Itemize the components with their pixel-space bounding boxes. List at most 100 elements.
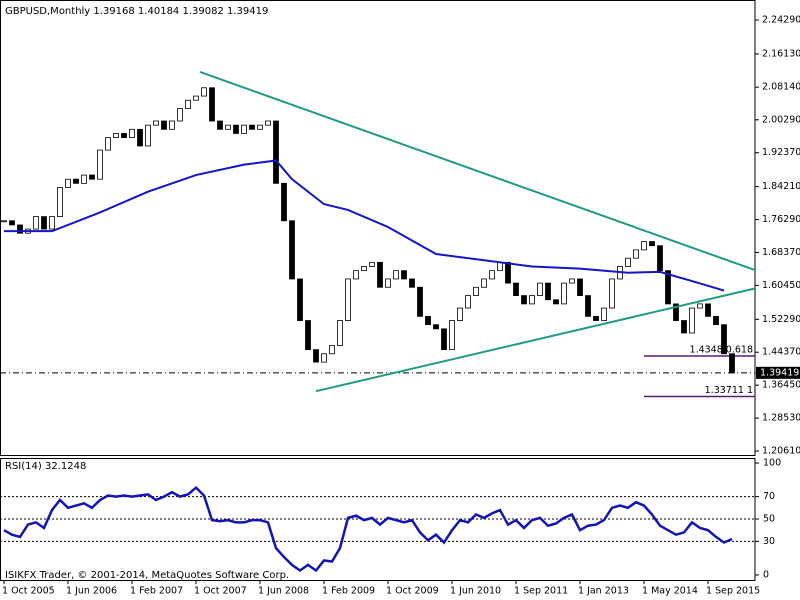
y-tick-label: 1.68370 [762, 247, 800, 258]
candle [713, 315, 719, 326]
x-tick-label: 1 Feb 2007 [130, 586, 183, 597]
candle [49, 216, 55, 230]
y-tick-label: 2.08140 [762, 82, 800, 93]
candle [97, 149, 103, 180]
candle [481, 278, 487, 288]
candle [81, 174, 87, 184]
candle [337, 320, 343, 346]
candle [657, 245, 663, 272]
x-tick-label: 1 Feb 2009 [322, 586, 375, 597]
candle [721, 324, 727, 355]
candle [41, 216, 47, 230]
candle [73, 178, 79, 184]
candle [513, 282, 519, 296]
y-tick-label: 1.92370 [762, 147, 800, 158]
copyright: ISIKFX Trader, © 2001-2014, MetaQuotes S… [5, 570, 289, 581]
candle [729, 353, 735, 374]
candle [241, 124, 247, 134]
candle [433, 324, 439, 330]
x-tick-label: 1 Sep 2011 [514, 586, 568, 597]
candle [457, 307, 463, 321]
candle [233, 124, 239, 134]
candle [353, 270, 359, 280]
candle [609, 278, 615, 309]
candle [249, 124, 255, 130]
candle [705, 303, 711, 317]
candle [329, 345, 335, 355]
candle [289, 220, 295, 280]
candle [281, 182, 287, 222]
y-tick-label: 30 [763, 536, 775, 547]
candle [305, 320, 311, 351]
rsi-title: RSI(14) 32.1248 [5, 461, 86, 472]
current-price-box [756, 366, 800, 379]
candle [369, 261, 375, 267]
candle [153, 120, 159, 126]
x-tick-label: 1 Oct 2007 [194, 586, 247, 597]
x-tick-label: 1 Jun 2006 [66, 586, 117, 597]
candle [625, 257, 631, 267]
candle [121, 133, 127, 139]
candle [257, 124, 263, 130]
candle [345, 278, 351, 321]
candle [417, 286, 423, 317]
y-tick-label: 1.20610 [762, 446, 800, 457]
candle [129, 128, 135, 139]
candle [689, 307, 695, 334]
y-tick-label: 1.60450 [762, 280, 800, 291]
candle [593, 315, 599, 321]
candle [409, 278, 415, 288]
candle [385, 278, 391, 288]
candle [441, 328, 447, 351]
candle [377, 261, 383, 288]
candle [505, 261, 511, 284]
y-tick-label: 1.84210 [762, 181, 800, 192]
candle [601, 307, 607, 321]
candle [425, 315, 431, 326]
moving-average [4, 159, 725, 292]
candle [449, 320, 455, 351]
candle [697, 303, 703, 309]
candle [673, 303, 679, 321]
candle [89, 174, 95, 180]
y-tick-label: 100 [763, 458, 781, 469]
candle [561, 282, 567, 305]
y-tick-label: 1.76290 [762, 214, 800, 225]
candle [209, 87, 215, 122]
candle [529, 295, 535, 305]
candle [401, 270, 407, 280]
candle [113, 133, 119, 139]
candle [569, 278, 575, 284]
x-tick-label: 1 Sep 2015 [706, 586, 760, 597]
candle [145, 124, 151, 147]
candle [265, 120, 271, 126]
y-tick-label: 50 [763, 514, 775, 525]
level-label: 1.33711 1 [705, 385, 753, 396]
candle [33, 216, 39, 230]
candle [585, 295, 591, 317]
x-tick-label: 1 Jun 2008 [258, 586, 309, 597]
rsi-plot [0, 485, 755, 573]
x-tick-label: 1 May 2014 [642, 586, 698, 597]
y-tick-label: 1.28530 [762, 413, 800, 424]
y-tick-label: 2.00290 [762, 114, 800, 125]
x-tick-label: 1 Oct 2009 [386, 586, 439, 597]
candle [665, 270, 671, 305]
candle [57, 187, 63, 218]
axes: 2.24290 2.16130 2.08140 2.00290 1.92370 1.842… [2, 15, 800, 597]
y-tick-label: 2.16130 [762, 48, 800, 59]
candle [137, 128, 143, 147]
price-panel [0, 0, 756, 456]
candle [473, 286, 479, 296]
candle [225, 124, 231, 130]
candle [185, 99, 191, 109]
candle [521, 295, 527, 305]
candle [1, 220, 7, 223]
trendline [199, 71, 755, 272]
x-tick-label: 1 Jun 2010 [450, 586, 501, 597]
current-price-label: 1.39419 [760, 367, 799, 378]
trendline [315, 287, 755, 393]
candle [9, 220, 15, 226]
